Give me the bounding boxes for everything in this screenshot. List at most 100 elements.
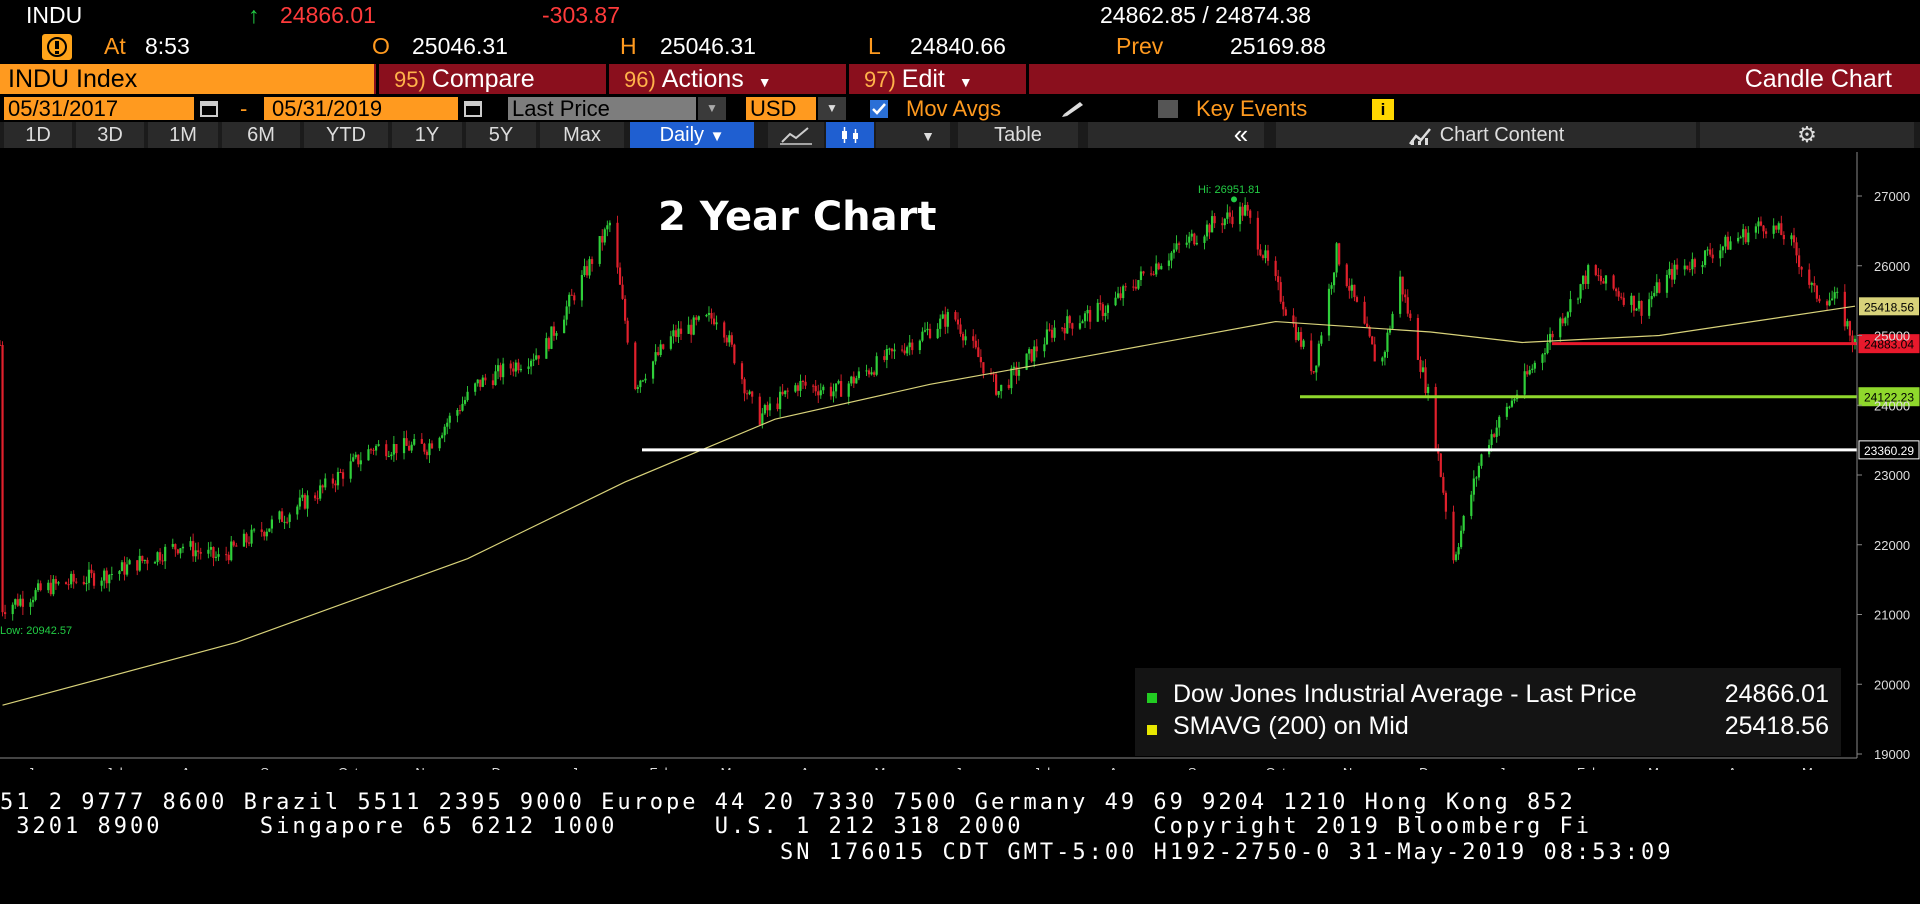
candle-body <box>837 381 840 384</box>
candle-body <box>1650 296 1653 300</box>
key-events-label[interactable]: Key Events <box>1196 96 1308 121</box>
candle-body <box>583 266 586 276</box>
chevron-down-icon[interactable]: ▼ <box>818 97 846 120</box>
table-button[interactable]: Table <box>958 122 1078 148</box>
candle-body <box>1764 231 1768 234</box>
candle-body <box>1284 309 1287 316</box>
candle-body <box>690 324 693 335</box>
period-tab[interactable]: 3D <box>76 122 144 148</box>
collapse-icon[interactable]: « <box>1233 119 1249 149</box>
candle-body <box>313 495 317 499</box>
candle-body <box>982 362 985 374</box>
y-tick-label: 21000 <box>1874 608 1910 623</box>
candle-body <box>1221 223 1224 226</box>
alert-icon[interactable] <box>42 34 72 60</box>
end-date-field[interactable]: 05/31/2019 <box>264 97 458 120</box>
candle-body <box>1543 353 1547 355</box>
candle-body <box>1620 296 1623 298</box>
candle-body <box>374 445 378 451</box>
candle-body <box>303 494 307 509</box>
price-chart[interactable]: 24883.04 24122.23 23360.29 25418.56 27000 26… <box>0 150 1920 770</box>
info-icon[interactable]: i <box>1372 99 1394 120</box>
candle-body <box>319 485 322 499</box>
settings-button[interactable]: ⚙ <box>1700 122 1914 148</box>
candle-body <box>1737 237 1740 242</box>
candle-body <box>1597 275 1600 277</box>
candle-body <box>1261 255 1265 259</box>
period-tab[interactable]: 1D <box>4 122 72 148</box>
candle-body <box>1658 282 1661 293</box>
key-events-checkbox[interactable] <box>1158 100 1178 118</box>
candle-body <box>751 391 754 397</box>
mov-avgs-checkbox[interactable] <box>870 100 888 118</box>
candle-body <box>405 438 408 446</box>
candle-body <box>153 562 157 564</box>
candle-body <box>1615 288 1618 292</box>
period-tab[interactable]: YTD <box>304 122 388 148</box>
candle-body <box>408 445 411 451</box>
candle-body <box>354 454 357 458</box>
candle-body <box>245 533 248 543</box>
currency-select[interactable]: USD <box>746 97 816 120</box>
period-tab[interactable]: 1M <box>148 122 218 148</box>
candle-body <box>1134 286 1137 289</box>
security-field[interactable]: INDU Index <box>0 64 374 94</box>
low-value: 24840.66 <box>910 33 1006 59</box>
candle-body <box>956 319 960 325</box>
frequency-select[interactable]: Daily ▼ <box>630 122 754 148</box>
candle-body <box>1810 282 1813 285</box>
candle-body <box>1559 318 1562 338</box>
start-date-field[interactable]: 05/31/2017 <box>4 97 194 120</box>
candle-chart-icon[interactable] <box>826 122 874 148</box>
period-tab[interactable]: 5Y <box>466 122 536 148</box>
candle-body <box>900 349 904 351</box>
period-tab[interactable]: Max <box>540 122 624 148</box>
level-label: 24883.04 <box>1864 338 1914 352</box>
x-tick-label: Apr <box>1728 765 1749 770</box>
pencil-icon[interactable] <box>1060 98 1086 118</box>
candle-body <box>1426 387 1430 394</box>
field-select[interactable]: Last Price <box>508 97 696 120</box>
candle-body <box>1015 366 1018 376</box>
calendar-icon[interactable] <box>462 99 484 118</box>
candle-body <box>1561 318 1564 324</box>
calendar-icon[interactable] <box>198 99 220 118</box>
candle-body <box>794 385 797 392</box>
high-annotation: Hi: 26951.81 <box>1198 184 1260 196</box>
candle-body <box>502 363 505 378</box>
candle-body <box>410 444 413 451</box>
line-chart-icon[interactable] <box>768 122 824 148</box>
period-tab[interactable]: 1Y <box>392 122 462 148</box>
period-tab[interactable]: 6M <box>222 122 300 148</box>
x-tick-label: May <box>1802 765 1827 770</box>
mov-avgs-label[interactable]: Mov Avgs <box>906 96 1001 121</box>
candle-body <box>1683 265 1686 270</box>
candle-body <box>1104 312 1107 317</box>
candle-body <box>72 573 75 582</box>
candle-body <box>959 324 962 334</box>
level-tag <box>1858 334 1920 354</box>
candle-body <box>339 471 342 473</box>
contact-ticker-line: 51 2 9777 8600 Brazil 5511 2395 9000 Eur… <box>0 790 1576 815</box>
chart-type-dropdown[interactable]: ▼ <box>876 122 950 148</box>
candle-body <box>636 387 639 389</box>
candle-body <box>192 541 195 557</box>
candle-body <box>598 236 601 264</box>
candle-body <box>54 579 58 584</box>
candle-body <box>1211 216 1214 233</box>
edit-button[interactable]: 97) Edit ▼ <box>850 64 1026 94</box>
candle-body <box>977 347 980 358</box>
candle-body <box>306 495 309 509</box>
chart-content-button[interactable]: Chart Content <box>1276 122 1696 148</box>
candle-body <box>1780 223 1783 235</box>
compare-button[interactable]: 95) Compare <box>380 64 606 94</box>
candle-body <box>822 386 825 391</box>
candle-body <box>555 333 558 336</box>
chevron-down-icon[interactable]: ▼ <box>698 97 726 120</box>
candle-body <box>1244 204 1247 216</box>
candle-body <box>1363 301 1366 324</box>
candle-body <box>296 506 299 515</box>
candle-body <box>1709 249 1712 255</box>
actions-button[interactable]: 96) Actions ▼ <box>610 64 846 94</box>
high-value: 25046.31 <box>660 33 756 59</box>
